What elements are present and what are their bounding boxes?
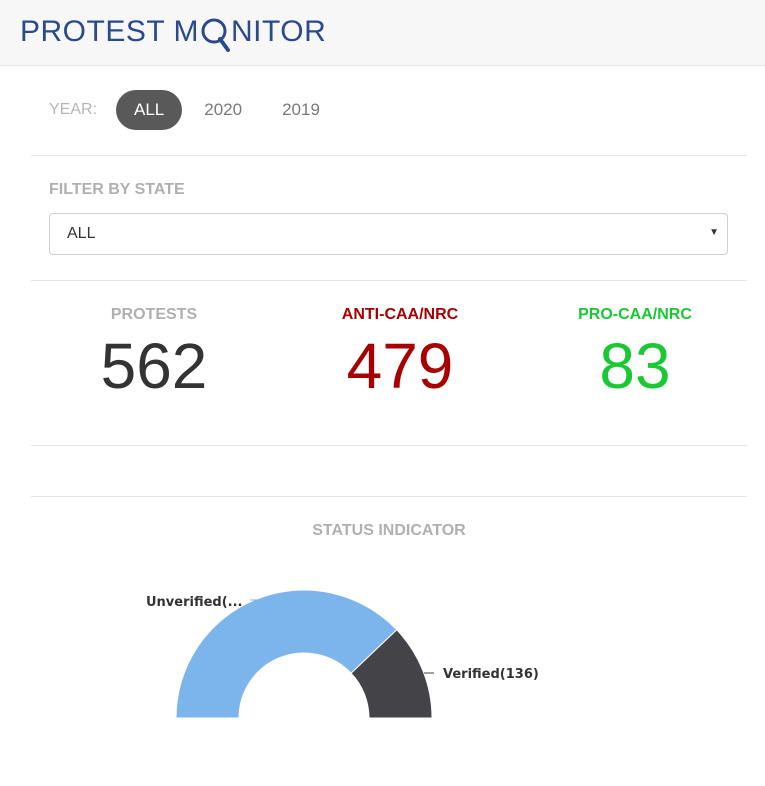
stat-anti-label: ANTI-CAA/NRC (341, 306, 459, 323)
stat-protests: PROTESTS 562 (34, 306, 274, 404)
state-filter-label: FILTER BY STATE (49, 181, 185, 198)
divider (31, 445, 747, 446)
status-donut-chart: Unverified(... Verified(136) (146, 589, 539, 719)
protest-monitor-logo[interactable]: PROTEST M NITOR (20, 12, 326, 52)
slice-unverified[interactable] (175, 589, 398, 719)
divider (31, 155, 747, 156)
stat-pro-value: 83 (599, 330, 671, 402)
stat-protests-label: PROTESTS (110, 306, 198, 323)
divider (31, 280, 747, 281)
year-option-all[interactable]: ALL (116, 90, 183, 130)
caret-down-icon: ▼ (709, 227, 719, 238)
app-header: PROTEST M NITOR (0, 0, 765, 66)
year-filter: YEAR: ALL 2020 2019 (49, 90, 342, 130)
stat-anti: ANTI-CAA/NRC 479 (280, 306, 520, 404)
data-label-verified: Verified(136) (443, 667, 539, 682)
divider (31, 496, 747, 497)
year-option-2019[interactable]: 2019 (282, 100, 320, 119)
year-option-2020[interactable]: 2020 (204, 100, 243, 119)
logo-text-right: NITOR (230, 15, 327, 48)
stat-anti-value: 479 (346, 330, 454, 402)
stat-pro-label: PRO-CAA/NRC (578, 306, 692, 323)
state-select[interactable]: ALL ▼ (49, 213, 728, 255)
slice-verified[interactable] (350, 629, 433, 719)
state-select-value: ALL (67, 225, 96, 242)
data-label-unverified: Unverified(... (146, 595, 242, 610)
logo-text-left: PROTEST M (20, 15, 199, 48)
stat-protests-value: 562 (100, 330, 208, 402)
status-indicator-title: STATUS INDICATOR (312, 522, 466, 539)
magnifier-icon (200, 14, 230, 52)
year-label: YEAR: (49, 101, 98, 118)
stat-pro: PRO-CAA/NRC 83 (515, 306, 755, 404)
